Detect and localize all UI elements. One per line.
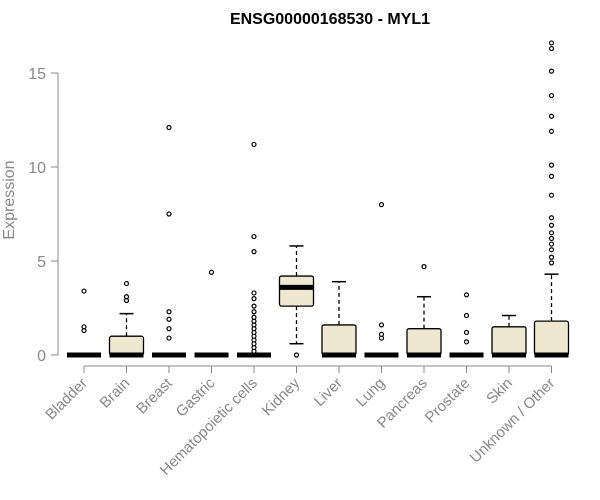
box-iqr bbox=[108, 335, 145, 356]
y-tick-label: 5 bbox=[37, 254, 46, 271]
outlier-point bbox=[81, 288, 87, 294]
outlier-point bbox=[166, 309, 172, 315]
box-group bbox=[108, 280, 145, 358]
y-axis: 0 5 10 15 bbox=[28, 66, 59, 365]
box-group bbox=[278, 245, 315, 358]
box-iqr bbox=[278, 275, 315, 307]
outlier-point bbox=[251, 233, 257, 240]
box-group bbox=[152, 124, 186, 358]
box-group bbox=[491, 314, 527, 358]
x-tick-label: Lung bbox=[353, 375, 389, 411]
outlier-point bbox=[548, 230, 555, 236]
outlier-point bbox=[378, 331, 385, 337]
x-tick-label: Bladder bbox=[42, 375, 91, 424]
box-group bbox=[449, 292, 484, 358]
outlier-point bbox=[548, 162, 555, 168]
outlier-point bbox=[548, 215, 555, 221]
outlier-point bbox=[166, 124, 172, 131]
outlier-point bbox=[251, 249, 257, 255]
outlier-point bbox=[463, 329, 470, 336]
outlier-point bbox=[251, 303, 257, 309]
outlier-point bbox=[548, 260, 555, 266]
outlier-point bbox=[293, 352, 300, 358]
outlier-point bbox=[463, 292, 470, 298]
y-tick-label: 10 bbox=[28, 160, 46, 177]
outlier-point bbox=[208, 269, 215, 275]
outlier-point bbox=[251, 314, 257, 320]
outlier-point bbox=[548, 173, 555, 179]
outlier-point bbox=[548, 222, 555, 228]
x-tick-label: Breast bbox=[133, 374, 176, 417]
outlier-point bbox=[81, 324, 87, 330]
box-iqr bbox=[491, 326, 527, 356]
y-axis-label: Expression bbox=[1, 160, 18, 239]
outlier-point bbox=[463, 312, 470, 319]
box-group bbox=[67, 288, 101, 358]
outlier-point bbox=[123, 280, 130, 287]
outlier-point bbox=[123, 294, 130, 300]
box-group bbox=[321, 280, 357, 358]
outlier-point bbox=[166, 326, 172, 332]
outlier-point bbox=[378, 322, 385, 328]
x-tick-label: Skin bbox=[483, 375, 516, 408]
outlier-point bbox=[548, 40, 555, 46]
box-iqr bbox=[406, 328, 442, 356]
outlier-point bbox=[548, 113, 555, 119]
outlier-point bbox=[251, 309, 257, 315]
outlier-point bbox=[548, 254, 555, 260]
outlier-point bbox=[421, 264, 427, 270]
x-tick-label: Prostate bbox=[422, 375, 474, 427]
outlier-point bbox=[463, 339, 470, 345]
x-tick-label: Brain bbox=[97, 375, 134, 412]
outlier-point bbox=[548, 128, 555, 134]
outlier-point bbox=[166, 211, 172, 217]
outlier-point bbox=[548, 235, 555, 242]
outlier-point bbox=[548, 192, 555, 198]
outlier-point bbox=[251, 141, 257, 148]
y-tick-label: 15 bbox=[28, 66, 46, 83]
outlier-point bbox=[166, 316, 172, 322]
outlier-point bbox=[251, 296, 257, 302]
box-group bbox=[533, 40, 570, 358]
outlier-point bbox=[548, 92, 555, 99]
x-tick-label: Kidney bbox=[259, 374, 304, 419]
chart-title: ENSG00000168530 - MYL1 bbox=[230, 11, 430, 28]
box-group bbox=[406, 264, 442, 358]
outlier-point bbox=[548, 45, 555, 52]
box-iqr bbox=[321, 324, 357, 356]
outlier-point bbox=[378, 202, 385, 208]
outlier-point bbox=[166, 335, 172, 341]
outlier-point bbox=[548, 241, 555, 247]
box-group bbox=[237, 141, 271, 358]
box-group bbox=[364, 202, 399, 358]
box-series bbox=[67, 40, 570, 358]
x-tick-label: Liver bbox=[311, 375, 346, 410]
outlier-point bbox=[548, 247, 555, 253]
y-tick-label: 0 bbox=[37, 348, 46, 365]
outlier-point bbox=[548, 68, 555, 74]
box-group bbox=[194, 269, 229, 358]
outlier-point bbox=[251, 290, 257, 296]
box-iqr bbox=[533, 320, 570, 356]
